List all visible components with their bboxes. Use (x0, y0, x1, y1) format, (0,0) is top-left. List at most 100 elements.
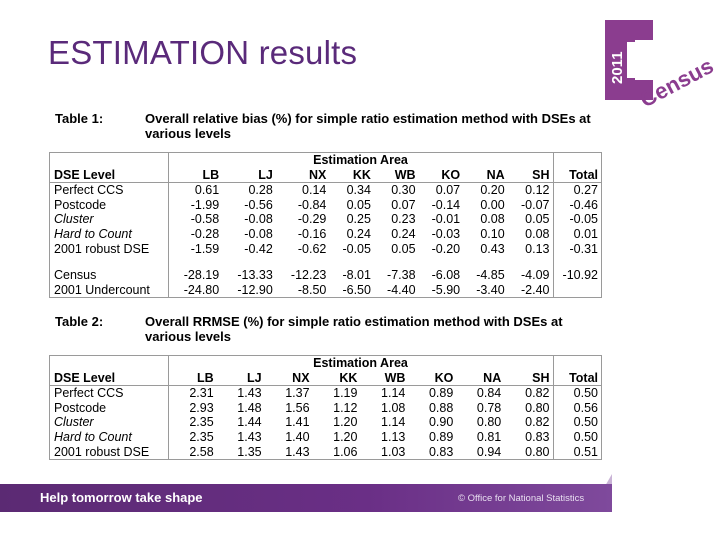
table1-cell: -1.99 (167, 197, 223, 213)
table1-col-header: KK (329, 167, 374, 184)
table1-cell: 0.05 (346, 197, 371, 212)
table1-cell: 0.14 (302, 183, 327, 198)
table2-row-label: Postcode (54, 400, 107, 415)
table2-cell: 2.35 (167, 429, 217, 445)
table1-row-label: Hard to Count (54, 226, 132, 241)
table1-col-header: NX (275, 167, 330, 184)
table1-cell: 0.01 (552, 226, 601, 242)
table2-cell: 1.40 (285, 429, 310, 444)
table1-cell: -0.20 (431, 241, 461, 256)
table2-row-label: Hard to Count (54, 429, 132, 444)
table1-cell: -0.16 (297, 226, 327, 241)
table2-cell: 1.14 (381, 386, 406, 401)
table2-col-header: DSE Level (50, 370, 168, 387)
table2-cell: 0.50 (552, 415, 601, 430)
table1-cell: 0.24 (346, 226, 371, 241)
table2-cell: 1.12 (333, 400, 358, 415)
table2-cell: 0.82 (525, 386, 550, 401)
table1-cell: -0.62 (297, 241, 327, 256)
table1-cell: -0.46 (552, 197, 601, 213)
footer-copyright: © Office for National Statistics (458, 493, 585, 504)
table1-cell: -0.84 (297, 197, 327, 212)
table1-col-header: LJ (222, 167, 276, 184)
table2-col-header: LB (167, 370, 217, 387)
table1-row: Hard to Count -0.28 -0.08 -0.16 0.24 0.24 -0.0… (50, 226, 601, 242)
table1-row-label: Perfect CCS (54, 183, 124, 198)
table2-cell: 0.82 (525, 415, 550, 430)
table1-spacer-row (50, 256, 601, 269)
table1-cell: 0.05 (391, 241, 416, 256)
table1-cell: -0.42 (244, 241, 273, 256)
table1-cell: -0.05 (342, 241, 371, 256)
table2-cell: 1.56 (285, 400, 310, 415)
table1-cell: 0.08 (480, 212, 505, 227)
table1-cell: -12.23 (290, 268, 327, 283)
table1-cell: -0.08 (244, 226, 273, 241)
table2-cell: 0.50 (552, 429, 601, 445)
table2-cell: 1.37 (285, 386, 310, 401)
table1-cell: 0.43 (480, 241, 505, 256)
table1-cell: 0.30 (391, 183, 416, 198)
table1-cell: 0.00 (480, 197, 505, 212)
table1-cell: -0.03 (431, 226, 461, 241)
table1-cell: 0.05 (525, 212, 550, 227)
table2-cell: 1.03 (381, 444, 406, 459)
table1-cell: -4.09 (521, 268, 550, 283)
table2-cell: 1.43 (237, 386, 262, 401)
table1-cell: 0.12 (525, 183, 550, 198)
table2-cell: 1.20 (333, 415, 358, 430)
table1-row: Census -28.19 -13.33 -12.23 -8.01 -7.38 -6.08-… (50, 268, 601, 283)
table1-cell: -0.14 (431, 197, 461, 212)
table1-cell: -0.01 (431, 212, 461, 227)
logo-year: 2011 (609, 51, 626, 84)
table2-row: Hard to Count 2.35 1.43 1.40 1.20 1.13 0.89 0.8… (50, 429, 601, 445)
table2-col-header: Total (552, 370, 601, 387)
table1-cell: 0.28 (248, 183, 273, 198)
table1-cell: -2.40 (521, 282, 550, 297)
table1-cell: -0.08 (244, 212, 273, 227)
table2-cell: 0.80 (525, 444, 550, 459)
table2-row-label: Cluster (54, 415, 94, 430)
table2-label: Table 2: (55, 314, 104, 329)
table2-cell: 0.90 (428, 415, 454, 430)
table2-row: Perfect CCS 2.31 1.43 1.37 1.19 1.14 0.89 0.84 0… (50, 385, 601, 401)
table1-row-label: 2001 Undercount (54, 282, 150, 297)
table1-cell: -0.05 (552, 212, 601, 227)
table1-row: Perfect CCS 0.61 0.28 0.14 0.34 0.30 0.07 0.20 0… (50, 182, 601, 198)
table1-cell: -0.07 (521, 197, 550, 212)
table1-col-header: DSE Level (50, 167, 168, 184)
table2-row-label: 2001 robust DSE (54, 444, 150, 459)
table1-cell: -10.92 (552, 268, 601, 283)
table2-cell: 0.80 (525, 400, 550, 415)
table1-row: Cluster -0.58 -0.08 -0.29 0.25 0.23 -0.01 0.08 0… (50, 212, 601, 227)
table1-cell: -6.50 (342, 282, 371, 297)
table1-cell: -4.85 (476, 268, 505, 283)
table2-row: 2001 robust DSE 2.58 1.35 1.43 1.06 1.03 0.83 0… (50, 444, 601, 460)
table2-row: Postcode 2.93 1.48 1.56 1.12 1.08 0.88 0.78 0.80… (50, 400, 601, 416)
table2-col-header: LJ (216, 370, 265, 387)
table1-cell: -3.40 (476, 282, 505, 297)
table1-cell: -28.19 (167, 268, 223, 283)
table2-cell: 0.84 (476, 386, 502, 401)
table1-cell: -5.90 (431, 282, 461, 297)
footer-slogan: Help tomorrow take shape (40, 490, 203, 505)
table2-cell: 1.43 (237, 429, 262, 444)
table2-cell: 0.89 (428, 429, 454, 444)
table1-cell: -0.56 (244, 197, 273, 212)
table1-col-header: WB (373, 167, 419, 184)
table2-col-header: NX (264, 370, 313, 387)
table1-col-header: KO (418, 167, 464, 184)
table1-row-label: Postcode (54, 197, 107, 212)
table2-cell: 1.08 (381, 400, 406, 415)
table2-group-header: Estimation Area (167, 356, 553, 371)
table1-col-header: Total (552, 167, 601, 184)
table2-cell: 0.56 (552, 400, 601, 416)
table1-cell: 0.25 (346, 212, 371, 227)
table1-cell: -24.80 (167, 282, 223, 298)
table2-cell: 1.19 (333, 386, 358, 401)
table1-row: 2001 robust DSE -1.59 -0.42 -0.62 -0.05 0.05-… (50, 241, 601, 257)
table2-col-header: NA (456, 370, 505, 387)
table2-cell: 1.13 (381, 429, 406, 444)
table2-cell: 1.44 (237, 415, 262, 430)
table2-cell: 0.88 (428, 400, 454, 415)
